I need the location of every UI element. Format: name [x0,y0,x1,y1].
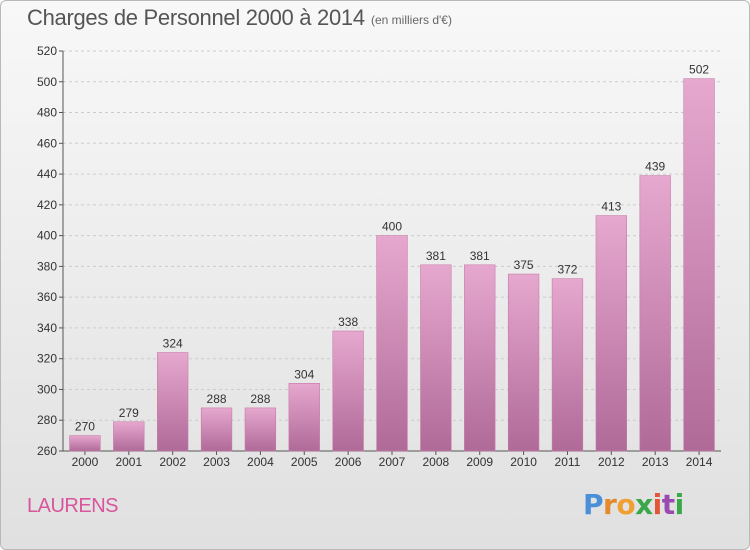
bar [157,352,189,452]
x-tick-label: 2013 [642,455,669,469]
x-tick-label: 2012 [598,455,625,469]
data-label: 381 [470,249,490,263]
data-label: 324 [163,337,183,351]
x-tick-label: 2009 [466,455,493,469]
x-tick-label: 2011 [555,455,581,469]
axes: 260 280 300 320 340 360 380 400 420 440 460 480 500 5… [37,44,721,469]
y-tick-label: 320 [37,352,57,366]
x-tick-label: 2003 [203,455,230,469]
y-tick-label: 260 [37,444,57,458]
bar [464,264,496,452]
y-tick-label: 360 [37,290,57,304]
bar [683,78,715,452]
data-labels: 270 279 324 288 288 304 338 400 381 381 375 372 413 4… [75,63,709,434]
data-label: 304 [294,367,314,381]
logo-letter: t [661,488,675,521]
bar [420,264,452,452]
proxiti-logo: Proxiti [583,488,684,521]
y-tick-label: 460 [37,136,57,150]
bar [288,383,320,452]
x-tick-label: 2010 [510,455,537,469]
logo-letter: r [603,488,617,521]
data-label: 372 [557,263,577,277]
y-tick-label: 380 [37,259,57,273]
x-tick-label: 2001 [115,455,142,469]
x-tick-label: 2004 [247,455,274,469]
bar [200,407,233,452]
logo-letter: i [652,488,663,521]
data-label: 375 [514,258,534,272]
bar [69,435,101,452]
x-tick-label: 2000 [72,455,99,469]
data-label: 400 [382,220,402,234]
data-label: 413 [601,200,621,214]
data-label: 439 [645,160,665,174]
y-tick-label: 280 [37,413,57,427]
data-label: 502 [689,63,709,77]
bar [332,330,364,452]
bar [551,278,584,452]
bar [113,421,145,452]
y-tick-label: 440 [37,167,57,181]
bar [639,175,671,452]
bar [376,235,408,452]
logo-letter: o [616,488,636,521]
y-tick-label: 520 [37,44,57,58]
data-label: 288 [250,392,270,406]
data-label: 381 [426,249,446,263]
bar [595,215,627,452]
commune-name: LAURENS [27,495,118,517]
x-tick-label: 2005 [291,455,318,469]
bar [244,407,277,452]
y-tick-label: 480 [37,106,57,120]
x-tick-label: 2002 [159,455,186,469]
data-label: 288 [207,392,227,406]
y-tick-label: 420 [37,198,57,212]
x-tick-label: 2007 [379,455,406,469]
data-label: 270 [75,420,95,434]
logo-letter: x [635,488,653,521]
x-tick-label: 2008 [423,455,450,469]
data-label: 338 [338,315,358,329]
data-label: 279 [119,406,139,420]
x-tick-label: 2006 [335,455,362,469]
bars [69,78,715,452]
y-tick-label: 500 [37,75,57,89]
logo-letter: P [583,488,604,521]
bar [507,273,540,452]
y-tick-label: 300 [37,382,57,396]
chart-subtitle: (en milliers d'€) [371,13,452,27]
x-tick-label: 2014 [686,455,713,469]
y-tick-label: 400 [37,229,57,243]
logo-letter: i [674,488,685,521]
y-tick-label: 340 [37,321,57,335]
chart-title: Charges de Personnel 2000 à 2014 [27,5,365,30]
